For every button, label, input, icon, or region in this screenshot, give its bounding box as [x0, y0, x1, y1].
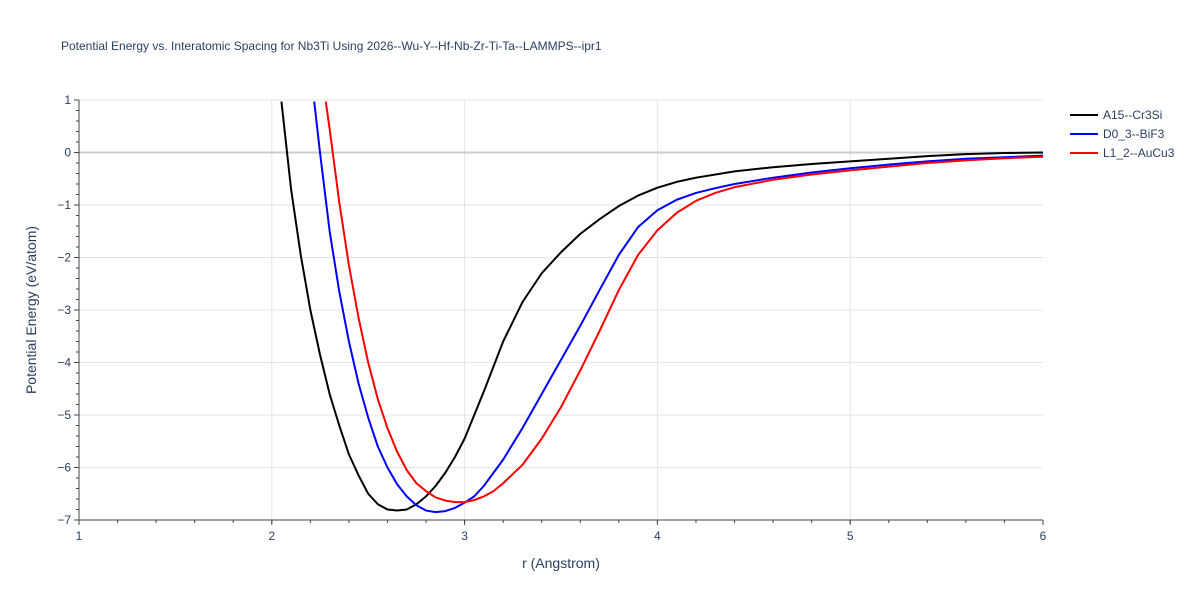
y-tick-label: 0: [64, 146, 71, 160]
x-tick-label: 4: [654, 529, 661, 543]
x-tick-label: 1: [76, 529, 83, 543]
x-ticks: 1 2 3 4 5 6: [76, 520, 1047, 543]
y-ticks: 1 0 −1 −2 −3 −4 −5 −6 −7: [57, 93, 79, 527]
legend-label: L1_2--AuCu3: [1103, 146, 1175, 160]
x-tick-label: 6: [1040, 529, 1047, 543]
y-tick-label: −1: [57, 198, 71, 212]
x-tick-label: 3: [461, 529, 468, 543]
y-tick-label: −7: [57, 513, 71, 527]
series-line: [313, 101, 1043, 514]
grid: [79, 99, 1043, 520]
y-tick-label: −4: [57, 356, 71, 370]
y-tick-label: −3: [57, 303, 71, 317]
legend: A15--Cr3Si D0_3--BiF3 L1_2--AuCu3: [1070, 108, 1175, 160]
chart-title: Potential Energy vs. Interatomic Spacing…: [61, 39, 602, 53]
legend-label: A15--Cr3Si: [1103, 108, 1162, 122]
x-tick-label: 5: [847, 529, 854, 543]
y-tick-label: 1: [64, 93, 71, 107]
y-axis-title: Potential Energy (eV/atom): [23, 226, 39, 394]
x-tick-label: 2: [268, 529, 275, 543]
plot-area: [280, 101, 1043, 514]
y-tick-label: −2: [57, 251, 71, 265]
series-line: [324, 101, 1043, 504]
y-tick-label: −5: [57, 408, 71, 422]
x-axis-title: r (Angstrom): [522, 555, 600, 571]
legend-label: D0_3--BiF3: [1103, 127, 1165, 141]
series-line: [280, 101, 1043, 512]
y-tick-label: −6: [57, 461, 71, 475]
